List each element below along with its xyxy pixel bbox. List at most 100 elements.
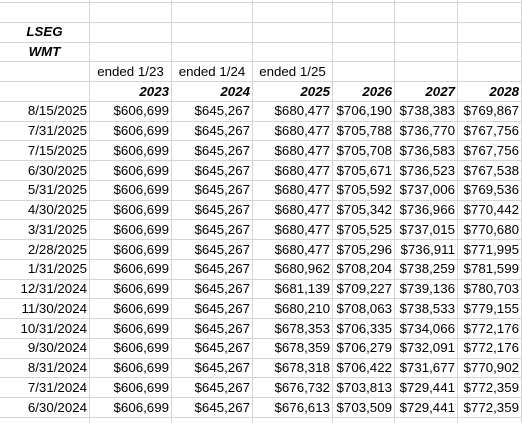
value-cell[interactable]: $734,066	[399, 321, 455, 336]
value-cell[interactable]: $680,962	[274, 261, 330, 276]
value-cell[interactable]: $680,477	[274, 123, 330, 138]
value-cell[interactable]: $737,006	[399, 182, 455, 197]
value-cell[interactable]: $772,176	[463, 321, 519, 336]
value-cell[interactable]: $769,867	[463, 103, 519, 118]
value-cell[interactable]: $738,383	[399, 103, 455, 118]
value-cell[interactable]: $705,525	[336, 222, 392, 237]
value-cell[interactable]: $736,770	[399, 123, 455, 138]
value-cell[interactable]: $680,477	[274, 103, 330, 118]
value-cell[interactable]: $645,267	[194, 103, 250, 118]
value-cell[interactable]: $606,699	[113, 242, 169, 257]
fiscal-end-label-cell[interactable]: ended 1/24	[178, 64, 246, 79]
value-cell[interactable]: $606,699	[113, 340, 169, 355]
value-cell[interactable]: $708,204	[336, 261, 392, 276]
value-cell[interactable]: $645,267	[194, 202, 250, 217]
value-cell[interactable]: $645,267	[194, 380, 250, 395]
date-cell[interactable]: 12/31/2024	[20, 281, 87, 296]
date-cell[interactable]: 3/31/2025	[27, 222, 87, 237]
value-cell[interactable]: $738,259	[399, 261, 455, 276]
value-cell[interactable]: $606,699	[113, 103, 169, 118]
value-cell[interactable]: $645,267	[194, 163, 250, 178]
value-cell[interactable]: $680,477	[274, 143, 330, 158]
value-cell[interactable]: $706,279	[336, 340, 392, 355]
value-cell[interactable]: $705,296	[336, 242, 392, 257]
value-cell[interactable]: $739,136	[399, 281, 455, 296]
value-cell[interactable]: $772,176	[463, 340, 519, 355]
value-cell[interactable]: $606,699	[113, 123, 169, 138]
value-cell[interactable]: $732,091	[399, 340, 455, 355]
value-cell[interactable]: $676,732	[274, 380, 330, 395]
value-cell[interactable]: $680,477	[274, 202, 330, 217]
value-cell[interactable]: $680,477	[274, 222, 330, 237]
value-cell[interactable]: $703,509	[336, 400, 392, 415]
value-cell[interactable]: $772,359	[463, 400, 519, 415]
value-cell[interactable]: $703,813	[336, 380, 392, 395]
value-cell[interactable]: $680,210	[274, 301, 330, 316]
value-cell[interactable]: $706,335	[336, 321, 392, 336]
year-header-cell[interactable]: 2024	[220, 84, 250, 99]
value-cell[interactable]: $708,063	[336, 301, 392, 316]
value-cell[interactable]: $705,788	[336, 123, 392, 138]
value-cell[interactable]: $729,441	[399, 380, 455, 395]
value-cell[interactable]: $731,677	[399, 360, 455, 375]
value-cell[interactable]: $606,699	[113, 143, 169, 158]
value-cell[interactable]: $736,583	[399, 143, 455, 158]
date-cell[interactable]: 7/15/2025	[27, 143, 87, 158]
value-cell[interactable]: $645,267	[194, 281, 250, 296]
value-cell[interactable]: $606,699	[113, 163, 169, 178]
value-cell[interactable]: $705,671	[336, 163, 392, 178]
value-cell[interactable]: $606,699	[113, 321, 169, 336]
value-cell[interactable]: $737,015	[399, 222, 455, 237]
value-cell[interactable]: $645,267	[194, 123, 250, 138]
date-cell[interactable]: 9/30/2024	[27, 340, 87, 355]
value-cell[interactable]: $680,477	[274, 242, 330, 257]
value-cell[interactable]: $772,359	[463, 380, 519, 395]
value-cell[interactable]: $645,267	[194, 182, 250, 197]
fiscal-end-label-cell[interactable]: ended 1/25	[259, 64, 326, 79]
value-cell[interactable]: $606,699	[113, 380, 169, 395]
fiscal-end-label-cell[interactable]: ended 1/23	[97, 64, 164, 79]
date-cell[interactable]: 11/30/2024	[21, 301, 87, 316]
date-cell[interactable]: 6/30/2025	[27, 163, 87, 178]
value-cell[interactable]: $606,699	[113, 360, 169, 375]
value-cell[interactable]: $678,318	[274, 360, 330, 375]
value-cell[interactable]: $645,267	[194, 360, 250, 375]
date-cell[interactable]: 8/31/2024	[27, 360, 87, 375]
value-cell[interactable]: $769,536	[463, 182, 519, 197]
value-cell[interactable]: $706,422	[336, 360, 392, 375]
value-cell[interactable]: $780,703	[463, 281, 519, 296]
value-cell[interactable]: $705,342	[336, 202, 392, 217]
value-cell[interactable]: $645,267	[194, 321, 250, 336]
date-cell[interactable]: 5/31/2025	[27, 182, 87, 197]
value-cell[interactable]: $770,902	[463, 360, 519, 375]
value-cell[interactable]: $709,227	[336, 281, 392, 296]
value-cell[interactable]: $736,966	[399, 202, 455, 217]
value-cell[interactable]: $606,699	[113, 281, 169, 296]
value-cell[interactable]: $645,267	[194, 222, 250, 237]
date-cell[interactable]: 8/15/2025	[27, 103, 87, 118]
value-cell[interactable]: $767,756	[463, 123, 519, 138]
value-cell[interactable]: $770,442	[463, 202, 519, 217]
value-cell[interactable]: $705,708	[336, 143, 392, 158]
year-header-cell[interactable]: 2027	[425, 84, 455, 99]
value-cell[interactable]: $645,267	[194, 261, 250, 276]
value-cell[interactable]: $706,190	[336, 103, 392, 118]
value-cell[interactable]: $736,911	[400, 242, 455, 257]
value-cell[interactable]: $606,699	[113, 261, 169, 276]
value-cell[interactable]: $729,441	[399, 400, 455, 415]
year-header-cell[interactable]: 2025	[300, 84, 330, 99]
ticker-label-cell[interactable]: WMT	[28, 44, 61, 59]
value-cell[interactable]: $676,613	[274, 400, 330, 415]
value-cell[interactable]: $770,680	[463, 222, 519, 237]
date-cell[interactable]: 10/31/2024	[20, 321, 87, 336]
value-cell[interactable]: $771,995	[463, 242, 519, 257]
value-cell[interactable]: $736,523	[399, 163, 455, 178]
date-cell[interactable]: 4/30/2025	[27, 202, 87, 217]
value-cell[interactable]: $645,267	[194, 340, 250, 355]
value-cell[interactable]: $678,353	[274, 321, 330, 336]
value-cell[interactable]: $678,359	[274, 340, 330, 355]
value-cell[interactable]: $606,699	[113, 202, 169, 217]
date-cell[interactable]: 7/31/2024	[27, 380, 87, 395]
year-header-cell[interactable]: 2023	[139, 84, 169, 99]
